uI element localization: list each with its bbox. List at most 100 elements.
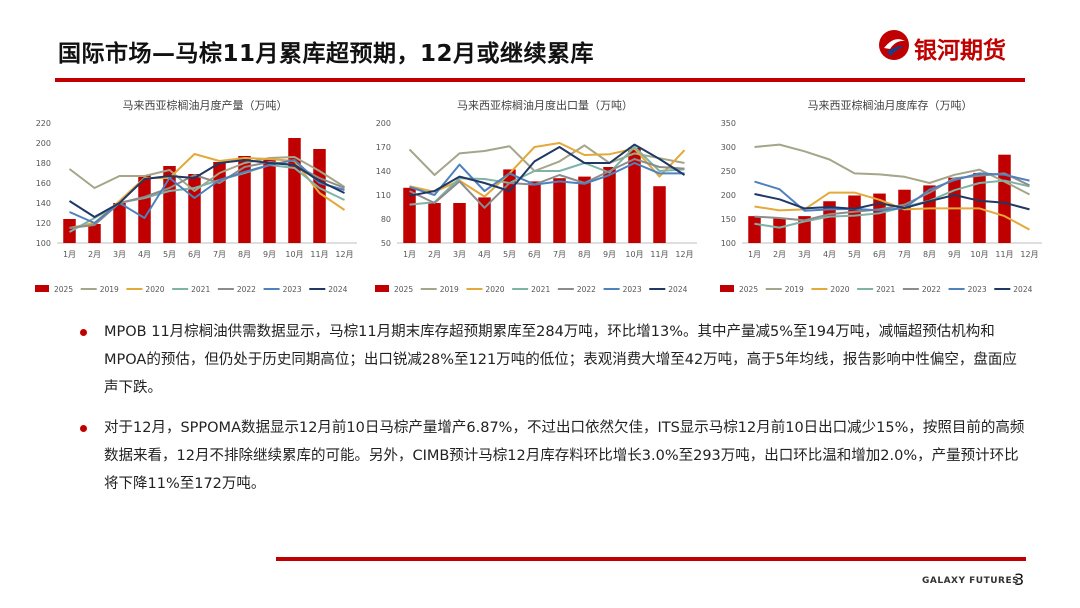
line-series-2022 (754, 172, 1030, 222)
x-tick-label: 7月 (553, 250, 566, 259)
x-tick-label: 7月 (213, 250, 226, 259)
y-tick-label: 110 (376, 191, 391, 200)
bullet-text: 对于12月，SPPOMA数据显示12月前10日马棕产量增产6.87%，不过出口依… (104, 420, 1025, 492)
y-tick-label: 50 (381, 239, 391, 248)
y-tick-label: 300 (721, 143, 736, 152)
y-tick-label: 200 (36, 139, 51, 148)
x-tick-label: 5月 (848, 250, 861, 259)
bar-2025 (748, 216, 761, 243)
x-tick-label: 10月 (970, 250, 988, 259)
bar-2025 (403, 187, 416, 243)
legend-label: 2021 (876, 285, 895, 294)
legend-label: 2024 (1013, 285, 1032, 294)
footer-divider (276, 557, 1026, 561)
bar-2025 (948, 177, 961, 243)
galaxy-logo-icon (879, 30, 909, 60)
legend-label: 2025 (394, 285, 413, 294)
legend-swatch (35, 285, 49, 292)
bullet-text: MPOB 11月棕榈油供需数据显示，马棕11月期末库存超预期累库至284万吨，环… (104, 324, 1017, 396)
chart-exports: 马来西亚棕榈油月度出口量（万吨） 50 80 110 140 170 200 1月 2月 3月 4月… (365, 95, 705, 305)
y-tick-label: 200 (376, 119, 391, 128)
legend-label: 2024 (328, 285, 347, 294)
line-series-2021 (69, 164, 345, 233)
legend-label: 2023 (623, 285, 642, 294)
x-tick-label: 8月 (923, 250, 936, 259)
bullet-item: 对于12月，SPPOMA数据显示12月前10日马棕产量增产6.87%，不过出口依… (80, 414, 1030, 498)
chart-svg: 马来西亚棕榈油月度库存（万吨） 100 150 200 250 300 350 1月 2月 3月 4… (720, 98, 1042, 294)
y-tick-label: 80 (381, 215, 391, 224)
x-tick-label: 11月 (650, 250, 668, 259)
y-tick-label: 180 (36, 159, 51, 168)
x-tick-label: 2月 (88, 250, 101, 259)
bar-2025 (138, 175, 151, 243)
y-tick-label: 140 (36, 199, 51, 208)
bar-2025 (873, 193, 886, 243)
x-tick-label: 8月 (238, 250, 251, 259)
legend-label: 2021 (191, 285, 210, 294)
title-divider (55, 78, 1025, 82)
x-tick-label: 4月 (478, 250, 491, 259)
x-tick-label: 1月 (748, 250, 761, 259)
y-tick-label: 250 (721, 167, 736, 176)
bar-2025 (263, 159, 276, 243)
line-series-2021 (409, 146, 685, 206)
legend-label: 2022 (237, 285, 256, 294)
y-tick-label: 160 (36, 179, 51, 188)
x-tick-label: 1月 (63, 250, 76, 259)
y-tick-label: 100 (721, 239, 736, 248)
x-tick-label: 9月 (603, 250, 616, 259)
page-title: 国际市场—马棕11月累库超预期，12月或继续累库 (58, 41, 595, 67)
legend-swatch (720, 285, 734, 292)
bar-2025 (478, 197, 491, 243)
x-tick-label: 8月 (578, 250, 591, 259)
x-tick-label: 11月 (310, 250, 328, 259)
legend-label: 2025 (739, 285, 758, 294)
x-tick-label: 3月 (453, 250, 466, 259)
x-tick-label: 7月 (898, 250, 911, 259)
chart-title: 马来西亚棕榈油月度出口量（万吨） (457, 98, 633, 112)
legend-label: 2024 (668, 285, 687, 294)
line-series-2019 (68, 156, 346, 192)
x-tick-label: 5月 (503, 250, 516, 259)
legend-label: 2020 (145, 285, 164, 294)
bar-2025 (453, 203, 466, 243)
line-series-2019 (754, 143, 1030, 196)
y-tick-label: 150 (721, 215, 736, 224)
y-tick-label: 200 (721, 191, 736, 200)
bar-2025 (823, 201, 836, 243)
line-series-2024 (68, 159, 345, 218)
x-tick-label: 12月 (675, 250, 693, 259)
x-tick-label: 3月 (113, 250, 126, 259)
x-tick-label: 6月 (188, 250, 201, 259)
legend-label: 2019 (100, 285, 119, 294)
x-tick-label: 12月 (1020, 250, 1038, 259)
legend-label: 2023 (283, 285, 302, 294)
x-tick-label: 6月 (528, 250, 541, 259)
legend-label: 2023 (968, 285, 987, 294)
bullet-item: MPOB 11月棕榈油供需数据显示，马棕11月期末库存超预期累库至284万吨，环… (80, 318, 1030, 402)
x-tick-label: 2月 (773, 250, 786, 259)
legend-label: 2025 (54, 285, 73, 294)
bar-2025 (898, 189, 911, 243)
chart-svg: 马来西亚棕榈油月度出口量（万吨） 50 80 110 140 170 200 1月 2月 3月 4月… (375, 98, 697, 294)
x-tick-label: 10月 (285, 250, 303, 259)
legend-swatch (375, 285, 389, 292)
bullet-list: MPOB 11月棕榈油供需数据显示，马棕11月期末库存超预期累库至284万吨，环… (80, 318, 1030, 510)
bar-2025 (238, 156, 251, 243)
legend-label: 2019 (440, 285, 459, 294)
x-tick-label: 1月 (403, 250, 416, 259)
bar-2025 (848, 195, 861, 243)
bar-2025 (428, 203, 441, 243)
bullet-dot-icon (80, 329, 87, 336)
bar-2025 (553, 178, 566, 243)
bar-2025 (578, 176, 591, 243)
legend-label: 2019 (785, 285, 804, 294)
bar-2025 (603, 167, 616, 243)
legend-label: 2022 (922, 285, 941, 294)
bar-2025 (773, 218, 786, 243)
chart-stocks: 马来西亚棕榈油月度库存（万吨） 100 150 200 250 300 350 1月 2月 3月 4… (710, 95, 1050, 305)
legend-label: 2022 (577, 285, 596, 294)
chart-production: 马来西亚棕榈油月度产量（万吨） 100 120 140 160 180 200 220 1月 2月… (25, 95, 365, 305)
chart-title: 马来西亚棕榈油月度产量（万吨） (123, 98, 288, 112)
y-tick-label: 100 (36, 239, 51, 248)
